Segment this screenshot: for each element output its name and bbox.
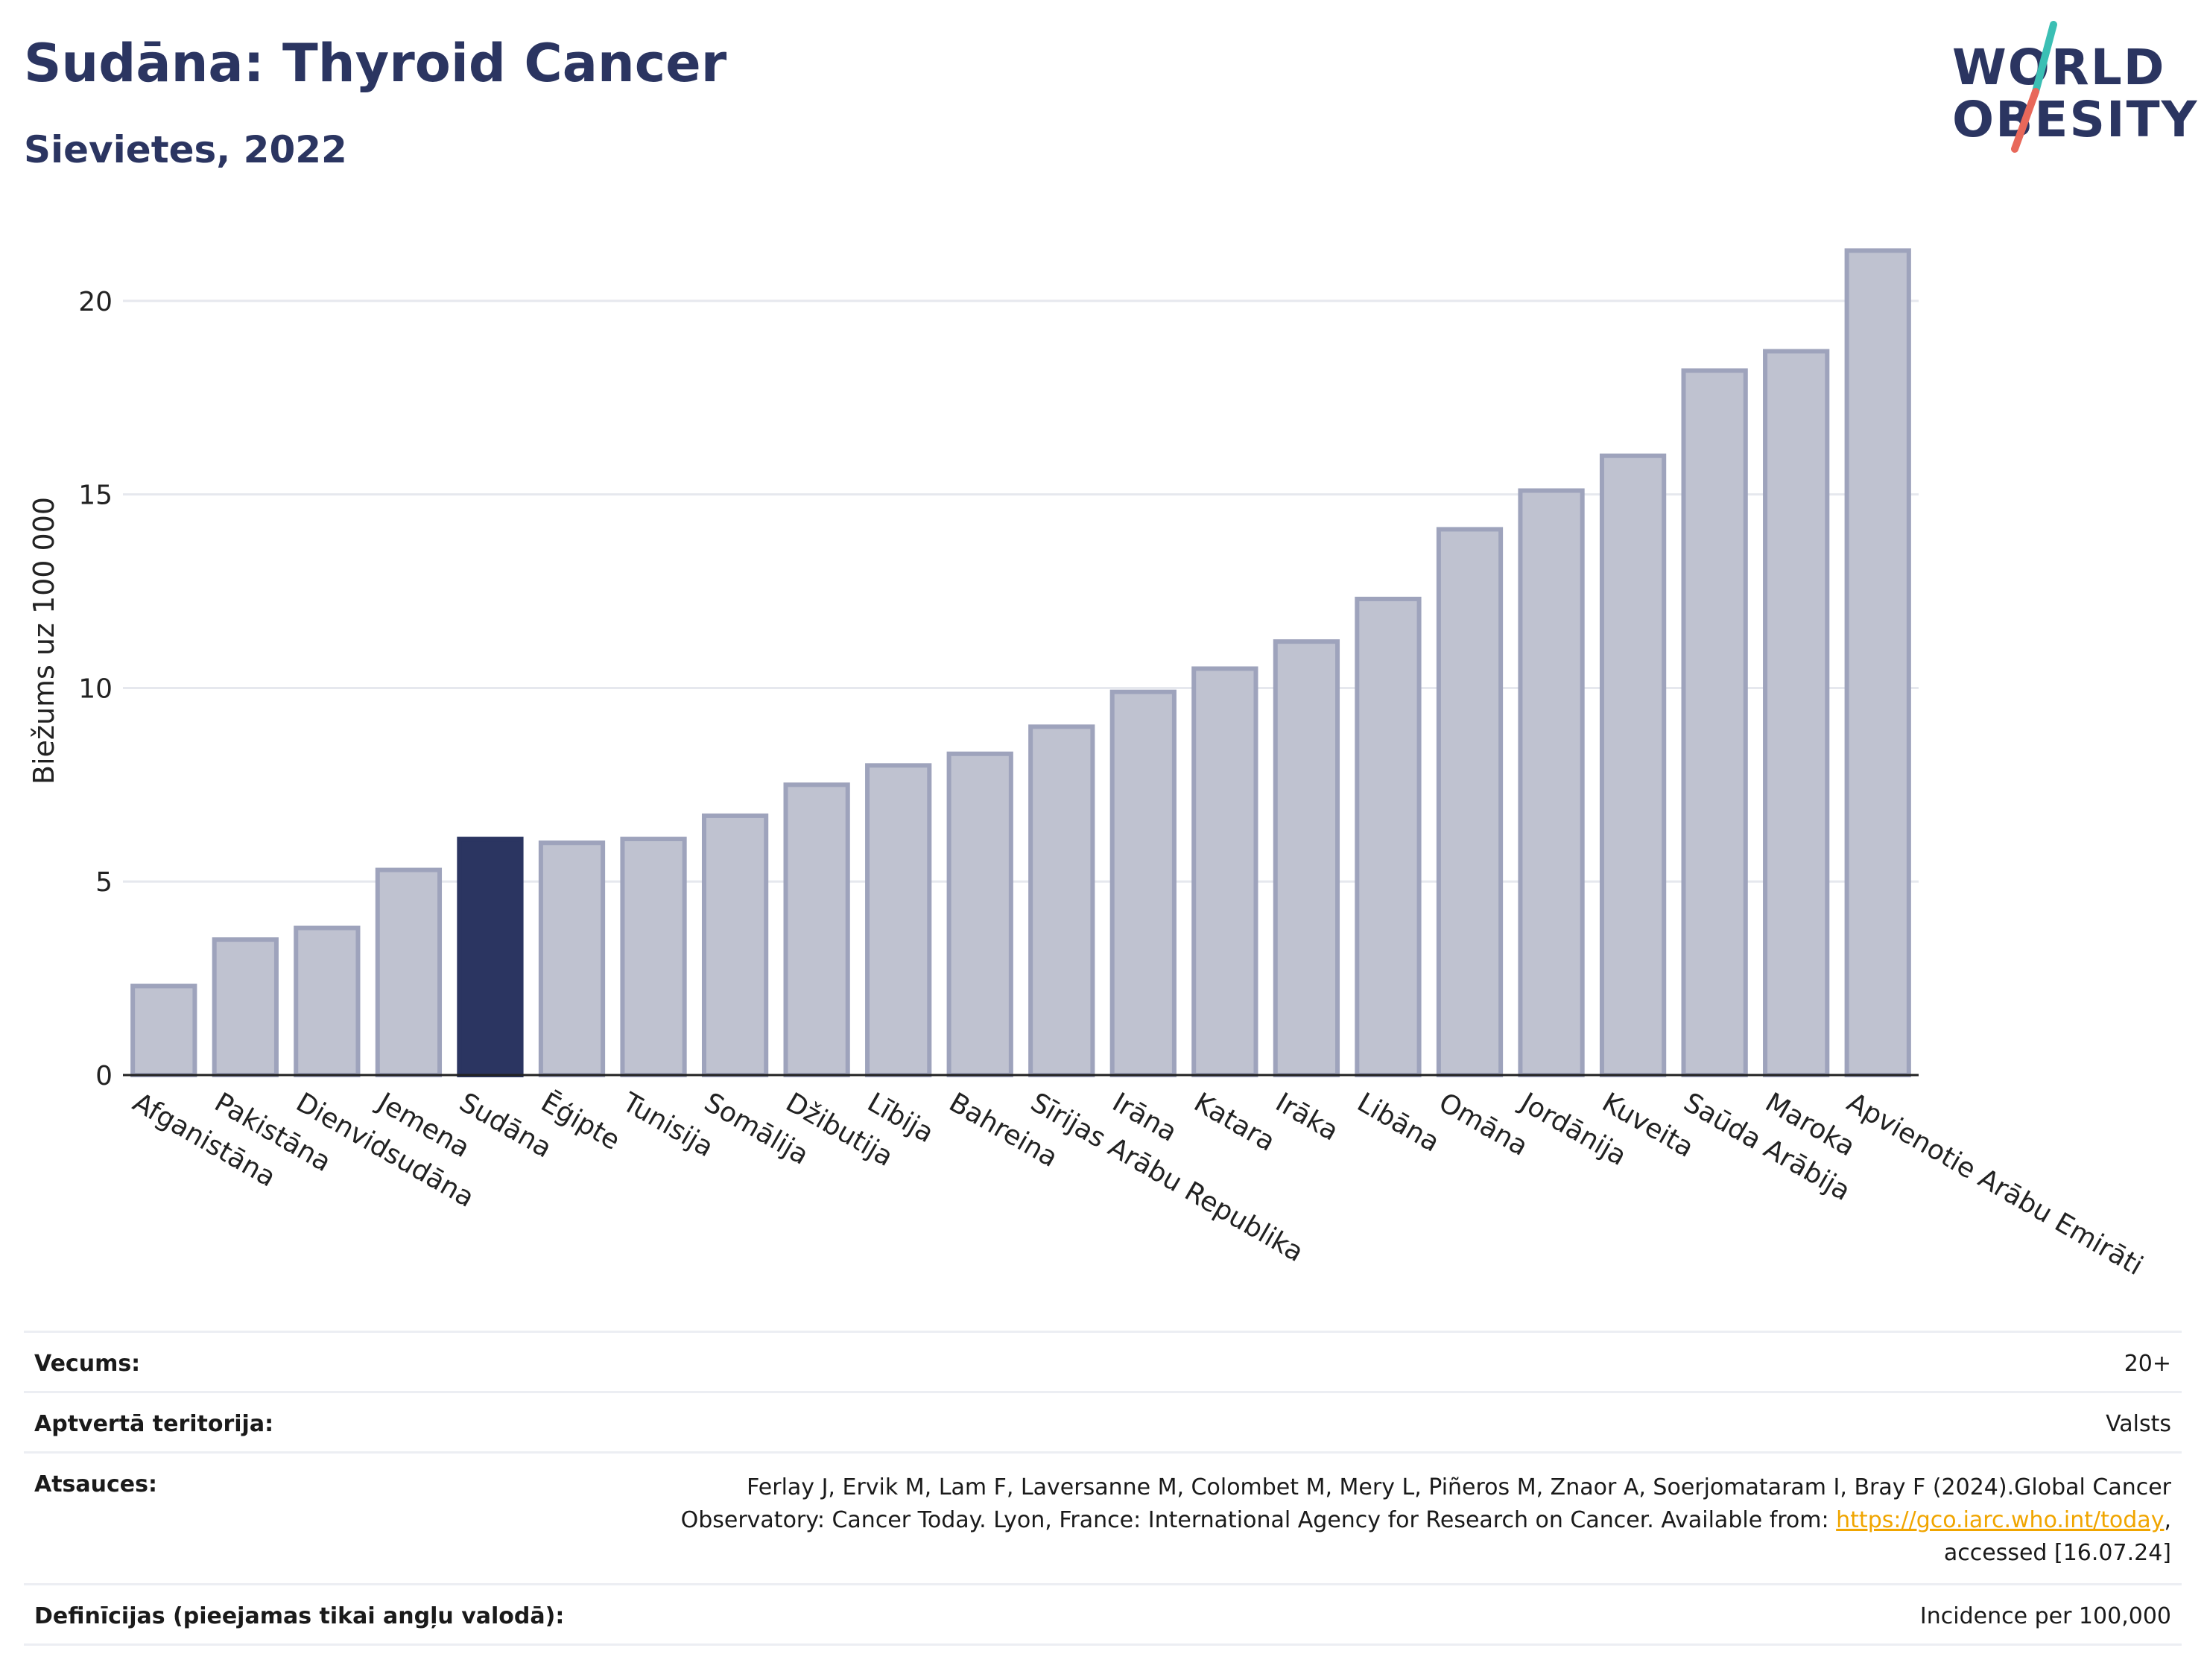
logo-word-top: WORLD <box>1952 39 2166 96</box>
logo-word-bottom: OBESITY <box>1952 91 2199 148</box>
meta-row-coverage: Aptvertā teritorija: Valsts <box>24 1391 2182 1451</box>
x-tick-label: Katara <box>1188 1087 1280 1158</box>
y-axis-label: Biežums uz 100 000 <box>28 497 60 784</box>
x-tick-label: Apvienotie Arābu Emirāti <box>1842 1087 2148 1281</box>
bar <box>375 867 443 1077</box>
bar <box>1028 724 1095 1078</box>
bar <box>1763 349 1830 1077</box>
world-obesity-logo: WORLD OBESITY <box>1937 21 2197 162</box>
bar <box>1518 488 1585 1077</box>
bar <box>1109 689 1177 1077</box>
meta-label-age: Vecums: <box>34 1351 141 1377</box>
bar <box>701 813 769 1077</box>
bar <box>946 751 1013 1077</box>
y-tick-label: 10 <box>78 673 113 704</box>
meta-value-age: 20+ <box>2124 1351 2171 1377</box>
meta-row-definitions: Definīcijas (pieejamas tikai angļu valod… <box>24 1583 2182 1646</box>
bar <box>130 983 197 1077</box>
bar <box>865 763 932 1077</box>
reference-text-line2-end: , <box>2164 1507 2171 1533</box>
bar <box>1355 596 1422 1077</box>
x-tick-label: Irāka <box>1270 1087 1343 1147</box>
y-tick-label: 20 <box>78 287 113 317</box>
metadata-table: Vecums: 20+ Aptvertā teritorija: Valsts … <box>24 1331 2182 1646</box>
x-tick-labels: AfganistānaPakistānaDienvidsudānaJemenaS… <box>127 1086 2147 1281</box>
bar-chart: 0 5 10 15 20 AfganistānaPakistānaDienvidsudā… <box>28 248 2148 1281</box>
y-tick-label: 15 <box>78 481 113 511</box>
bar <box>1436 527 1504 1077</box>
meta-row-references: Atsauces: Ferlay J, Ervik M, Lam F, Lave… <box>24 1451 2182 1583</box>
bar <box>783 782 850 1078</box>
reference-text-line3: accessed [16.07.24] <box>1943 1540 2171 1566</box>
meta-row-age: Vecums: 20+ <box>24 1331 2182 1391</box>
bar <box>1273 639 1340 1077</box>
y-tick-label: 0 <box>95 1061 113 1091</box>
reference-text-line1: Ferlay J, Ervik M, Lam F, Laversanne M, … <box>747 1474 2171 1500</box>
chart-title: Sudāna: Thyroid Cancer <box>24 33 727 94</box>
x-tick-label: Omāna <box>1434 1087 1533 1162</box>
y-tick-labels: 0 5 10 15 20 <box>78 287 113 1091</box>
bars <box>130 248 1911 1078</box>
bar <box>620 837 687 1077</box>
meta-label-definitions: Definīcijas (pieejamas tikai angļu valod… <box>34 1603 565 1629</box>
bar <box>212 937 279 1077</box>
meta-label-references: Atsauces: <box>34 1471 157 1497</box>
meta-value-coverage: Valsts <box>2106 1411 2171 1437</box>
x-tick-label: Tunisija <box>617 1087 719 1163</box>
meta-value-references: Ferlay J, Ervik M, Lam F, Laversanne M, … <box>681 1471 2171 1570</box>
bar <box>294 925 361 1078</box>
x-tick-label: Sudāna <box>454 1087 557 1164</box>
bar <box>1844 248 1911 1078</box>
bar <box>1681 368 1748 1078</box>
x-tick-label: Libāna <box>1352 1087 1444 1158</box>
y-tick-label: 5 <box>95 867 113 898</box>
meta-label-coverage: Aptvertā teritorija: <box>34 1411 274 1437</box>
reference-link[interactable]: https://gco.iarc.who.int/today <box>1836 1507 2165 1533</box>
chart-subtitle: Sievietes, 2022 <box>24 128 347 171</box>
bar <box>1599 453 1667 1077</box>
logo-slash-icon <box>2011 21 2057 153</box>
bar <box>538 840 606 1077</box>
reference-text-line2: Observatory: Cancer Today. Lyon, France:… <box>680 1507 1837 1533</box>
meta-value-definitions: Incidence per 100,000 <box>1919 1603 2171 1629</box>
bar-highlighted <box>457 837 524 1077</box>
bar <box>1191 666 1258 1077</box>
